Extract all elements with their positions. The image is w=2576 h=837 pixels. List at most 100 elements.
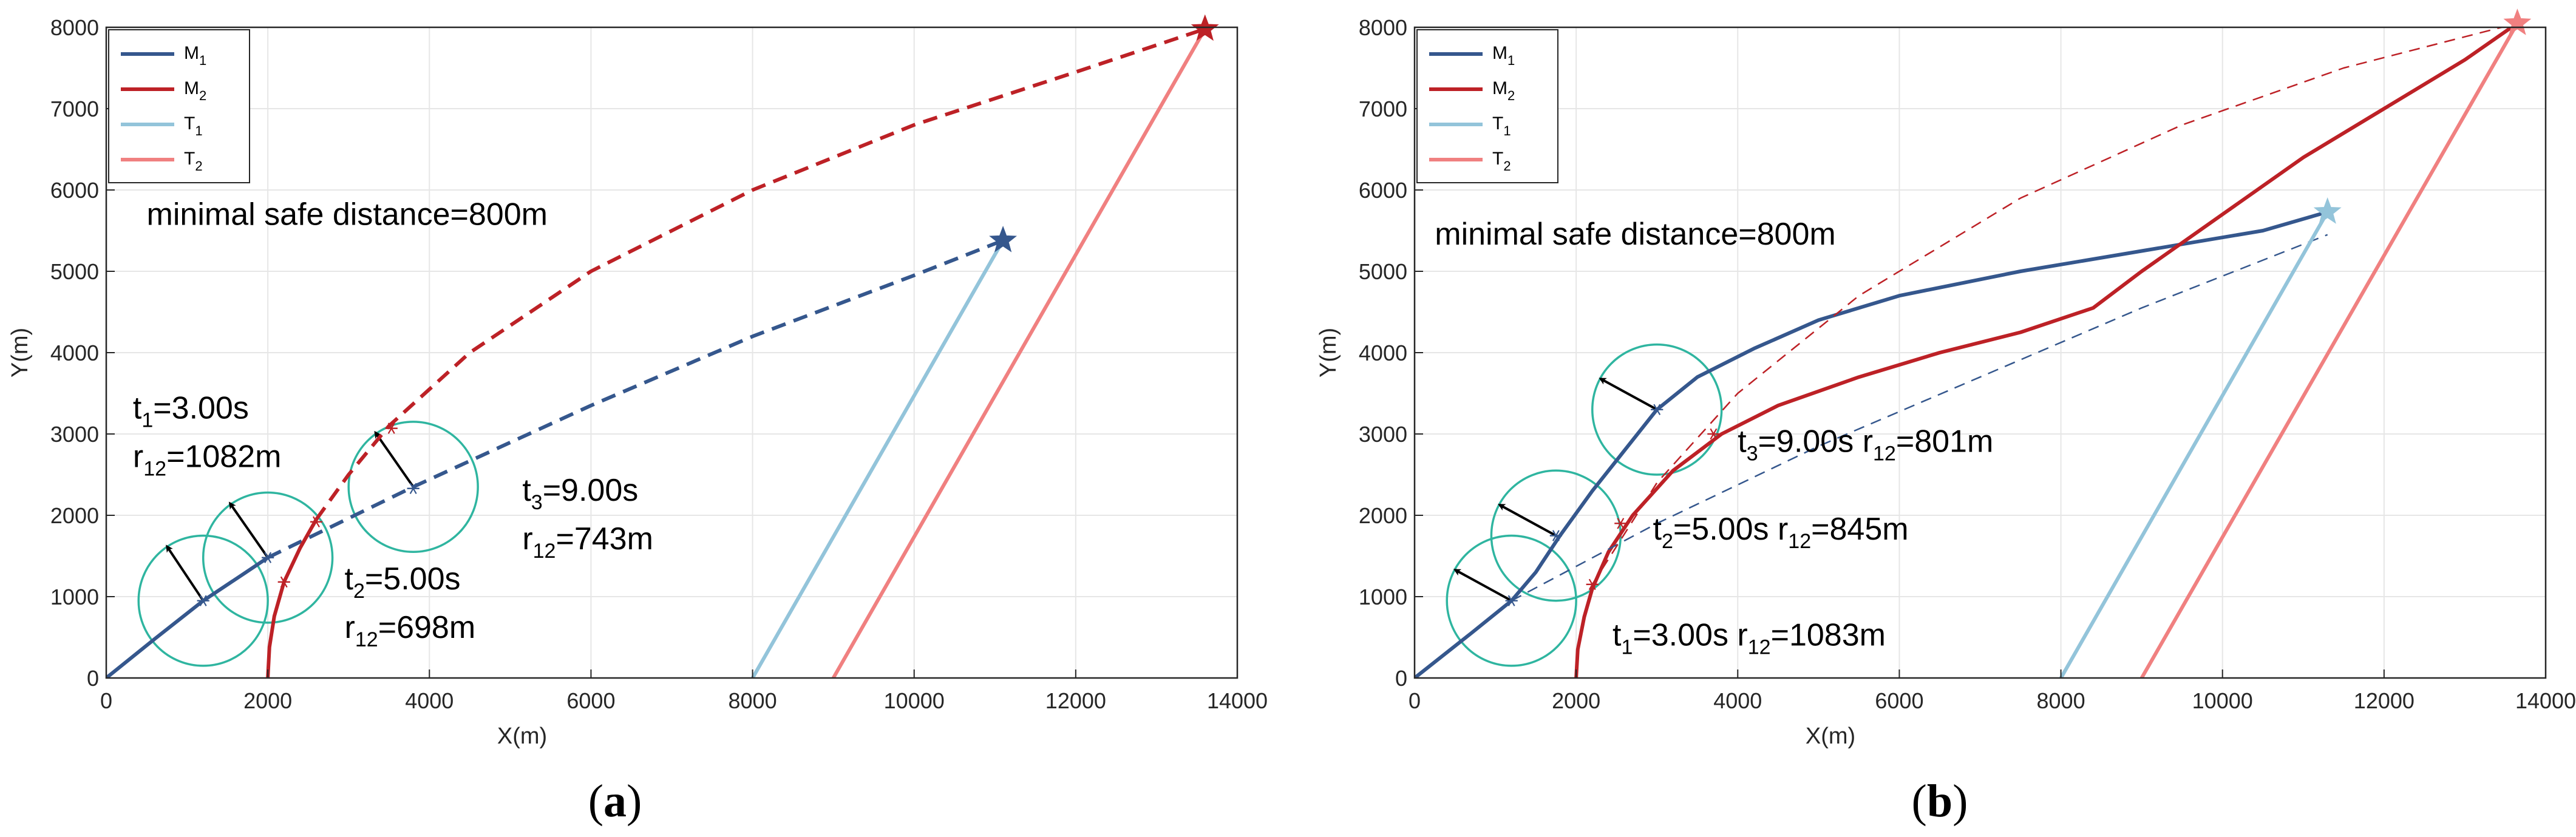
point-marker-M1 <box>1549 530 1562 541</box>
y-tick-label: 2000 <box>50 503 99 528</box>
x-tick-label: 2000 <box>1552 688 1600 713</box>
distance-label: r12=1082m <box>133 439 282 481</box>
series-M2-solid <box>266 518 318 678</box>
min-safe-distance-annotation: minimal safe distance=800m <box>147 197 548 232</box>
x-tick-label: 0 <box>1409 688 1421 713</box>
x-tick-label: 10000 <box>2192 688 2253 713</box>
panel-b: 0 2000 4000 6000 8000 10000 12000 14000 0 1000 200… <box>1316 8 2576 827</box>
safety-circle <box>1446 534 1577 667</box>
y-tick-label: 8000 <box>50 15 99 40</box>
x-tick-label: 4000 <box>405 688 454 713</box>
time-annotation-1: t1=3.00s r12=1083m <box>1613 617 1886 659</box>
safety-circle <box>347 421 479 554</box>
data-layer <box>106 27 1207 678</box>
separation-arrow <box>1599 378 1658 411</box>
data-layer <box>1415 27 2518 678</box>
end-star-M1 <box>989 225 1018 252</box>
time-label: t2=5.00s <box>345 561 461 603</box>
point-marker-M2 <box>1707 428 1720 440</box>
time-label: t3=9.00s <box>522 473 638 514</box>
point-marker-M1 <box>262 552 274 563</box>
legend-label-M2: M2 <box>184 78 206 103</box>
time-annotation-3: t3=9.00s r12=743m <box>522 473 653 563</box>
panel-label: (b) <box>1912 776 1968 827</box>
legend-label-M1: M1 <box>184 43 206 68</box>
time-annotation-2: t2=5.00s r12=698m <box>345 561 476 651</box>
time-distance-label: t2=5.00s r12=845m <box>1653 512 1909 553</box>
series-T1-solid <box>2059 211 2330 678</box>
legend-label-T2: T2 <box>184 149 203 174</box>
legend-label-M1: M1 <box>1492 43 1515 68</box>
end-star-T1 <box>2313 197 2342 224</box>
series-T1-solid <box>750 239 1005 678</box>
point-marker-M2 <box>310 516 322 527</box>
point-marker-M1 <box>407 483 420 494</box>
panel-a: 0 2000 4000 6000 8000 10000 12000 14000 0 1000 200… <box>7 14 1268 827</box>
separation-arrow <box>1453 569 1512 602</box>
x-tick-label: 12000 <box>2354 688 2415 713</box>
safety-circle <box>137 534 269 667</box>
point-marker-M1 <box>1505 595 1518 606</box>
y-tick-label: 6000 <box>50 178 99 203</box>
y-tick-label: 2000 <box>1359 503 1407 528</box>
series-M1-dashed-thin <box>1511 234 2328 601</box>
x-tick-label: 14000 <box>2515 688 2576 713</box>
y-tick-label: 8000 <box>1359 15 1407 40</box>
safety-circle <box>1591 343 1723 476</box>
y-tick-label: 6000 <box>1359 178 1407 203</box>
x-tick-label: 0 <box>100 688 112 713</box>
time-distance-label: t1=3.00s r12=1083m <box>1613 617 1886 659</box>
point-marker-M1 <box>1651 404 1664 416</box>
separation-arrow <box>1498 503 1557 537</box>
series-T2-solid <box>831 28 1207 678</box>
x-tick-label: 14000 <box>1207 688 1268 713</box>
series-M2-dashed <box>314 27 1206 521</box>
separation-arrow <box>374 430 415 488</box>
point-marker-M2 <box>385 422 398 434</box>
separation-arrow <box>166 544 205 601</box>
y-axis-label: Y(m) <box>7 328 33 378</box>
end-star-T2 <box>2503 8 2532 35</box>
legend-label-M2: M2 <box>1492 78 1515 103</box>
y-tick-label: 5000 <box>1359 259 1407 284</box>
legend: M1 M2 T1 T2 <box>1416 29 1558 183</box>
distance-label: r12=698m <box>345 610 476 651</box>
safety-circle <box>202 491 334 624</box>
legend-label-T1: T1 <box>184 114 203 138</box>
legend-label-T2: T2 <box>1492 149 1511 174</box>
y-tick-label: 1000 <box>1359 585 1407 609</box>
y-tick-label: 4000 <box>50 341 99 365</box>
time-annotation-2: t2=5.00s r12=845m <box>1653 512 1909 553</box>
x-tick-label: 2000 <box>243 688 292 713</box>
min-safe-distance-annotation: minimal safe distance=800m <box>1435 217 1835 252</box>
point-marker-M2 <box>1614 518 1627 529</box>
x-tick-label: 10000 <box>884 688 945 713</box>
x-tick-label: 8000 <box>729 688 777 713</box>
y-tick-label: 3000 <box>1359 422 1407 447</box>
point-marker-M1 <box>197 595 209 606</box>
x-tick-label: 12000 <box>1045 688 1106 713</box>
distance-label: r12=743m <box>522 521 653 563</box>
time-label: t1=3.00s <box>133 391 249 432</box>
y-tick-label: 7000 <box>50 97 99 121</box>
y-tick-label: 1000 <box>50 585 99 609</box>
point-marker-M2 <box>277 576 290 588</box>
series-M1-dashed <box>267 239 1004 560</box>
time-distance-label: t3=9.00s r12=801m <box>1738 424 1993 465</box>
separation-arrow <box>228 501 269 558</box>
x-tick-label: 8000 <box>2037 688 2085 713</box>
y-tick-label: 4000 <box>1359 341 1407 365</box>
legend-label-T1: T1 <box>1492 114 1511 138</box>
series-M1-solid <box>1415 210 2328 678</box>
y-tick-label: 0 <box>1395 666 1407 691</box>
legend: M1 M2 T1 T2 <box>108 29 250 183</box>
point-marker-M2 <box>1586 578 1599 591</box>
x-tick-label: 4000 <box>1713 688 1762 713</box>
x-tick-label: 6000 <box>1875 688 1923 713</box>
time-annotation-1: t1=3.00s r12=1082m <box>133 391 282 481</box>
y-axis-label: Y(m) <box>1316 328 1341 378</box>
time-annotation-3: t3=9.00s r12=801m <box>1738 424 1993 465</box>
x-axis-label: X(m) <box>497 723 547 749</box>
x-tick-label: 6000 <box>566 688 615 713</box>
